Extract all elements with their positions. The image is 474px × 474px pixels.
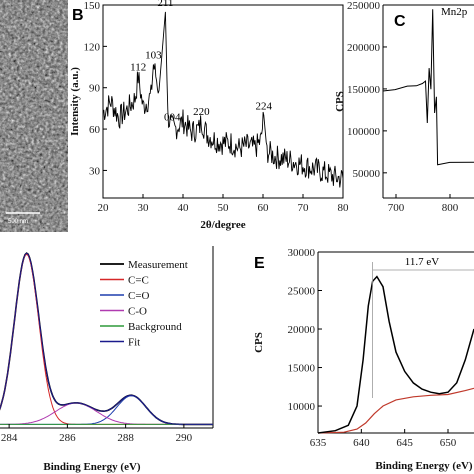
mn2p-x-tick-label: 635 — [310, 437, 327, 449]
xps-x-tick-label: 700 — [388, 202, 405, 214]
xps-mn2p-annotation: Mn2p — [441, 6, 468, 18]
xrd-peak-label: 103 — [145, 49, 162, 61]
xrd-y-tick-label: 30 — [89, 165, 101, 177]
xrd-x-tick-label: 20 — [98, 202, 110, 214]
c1s-x-axis-label: Binding Energy (eV) — [43, 461, 141, 473]
xps-y-tick-label: 150000 — [347, 84, 381, 96]
c1s-legend-label: Fit — [128, 337, 140, 349]
mn2p-plot-area: 11.7 eV 10000 15000 20000 25000 30000 635 640 64… — [253, 247, 474, 472]
xps-y-tick-label: 200000 — [347, 42, 381, 54]
xrd-y-tick-label: 150 — [84, 0, 101, 12]
xrd-y-tick-label: 60 — [89, 124, 101, 136]
c1s-series-fit — [0, 252, 213, 425]
mn2p-y-tick-label: 30000 — [288, 247, 316, 259]
panel-a-sem-image: 500 nm — [0, 0, 68, 232]
mn2p-x-axis-label: Binding Energy (eV) — [375, 460, 473, 472]
panel-b-label: B — [72, 7, 84, 24]
mn2p-x-tick-label: 650 — [440, 437, 457, 449]
c1s-series-c-o — [0, 402, 213, 425]
mn2p-x-tick-label: 640 — [353, 437, 370, 449]
xrd-x-tick-label: 30 — [138, 202, 150, 214]
panel-e-mn2p: E 11.7 eV 10000 15000 20000 25000 30000 635 640… — [253, 247, 474, 472]
xrd-x-tick-label: 80 — [338, 202, 350, 214]
mn2p-measurement-line — [317, 275, 474, 434]
xrd-y-tick-label: 90 — [89, 83, 101, 95]
xrd-y-axis-label: Intensity (a.u.) — [69, 67, 81, 136]
c1s-x-tick-label: 284 — [1, 432, 18, 444]
xrd-peak-label: 004 — [164, 111, 181, 123]
mn2p-background-line — [317, 387, 474, 434]
c1s-x-tick-label: 290 — [176, 432, 193, 444]
xps-y-tick-label: 100000 — [347, 126, 381, 138]
xrd-x-tick-label: 70 — [298, 202, 310, 214]
mn2p-y-axis-label: CPS — [253, 332, 265, 353]
xrd-plot-area: 20 30 40 50 60 70 80 30 60 90 120 150 2θ/degree Inten… — [69, 0, 349, 231]
c1s-legend-label: C=O — [128, 290, 150, 302]
panel-b-xrd: B 20 30 40 50 60 70 80 30 60 90 120 150 2θ/degree Int… — [69, 0, 349, 231]
xrd-y-tick-label: 120 — [84, 41, 101, 53]
mn2p-y-tick-label: 15000 — [288, 363, 316, 375]
xrd-x-axis-label: 2θ/degree — [200, 219, 245, 231]
panel-c-label: C — [394, 13, 406, 30]
xrd-peak-label: 224 — [256, 100, 273, 112]
panel-d-c1s: 284 286 288 290 Binding Energy (eV) Measureme… — [0, 246, 214, 473]
xrd-peak-label: 211 — [157, 0, 173, 9]
xrd-x-tick-label: 50 — [218, 202, 230, 214]
xps-y-tick-label: 250000 — [347, 0, 381, 12]
mn2p-x-tick-label: 645 — [396, 437, 413, 449]
c1s-plot-area: 284 286 288 290 Binding Energy (eV) Measureme… — [0, 246, 214, 473]
xrd-peak-label: 220 — [193, 106, 210, 118]
scale-bar-label: 500 nm — [8, 219, 28, 225]
c1s-x-tick-label: 288 — [117, 432, 134, 444]
c1s-x-tick-label: 286 — [59, 432, 76, 444]
xps-y-tick-label: 50000 — [353, 168, 381, 180]
c1s-legend-label: Measurement — [128, 259, 188, 271]
mn2p-splitting-annotation: 11.7 eV — [405, 256, 439, 268]
mn2p-y-tick-label: 20000 — [288, 324, 316, 336]
xrd-x-tick-label: 40 — [178, 202, 190, 214]
xps-x-tick-label: 800 — [442, 202, 459, 214]
xps-survey-line — [382, 9, 474, 166]
mn2p-y-tick-label: 25000 — [288, 286, 316, 298]
xrd-peak-label: 112 — [130, 62, 146, 74]
xrd-series-line — [102, 11, 344, 188]
c1s-legend-label: C-O — [128, 306, 147, 318]
mn2p-y-tick-label: 10000 — [288, 401, 316, 413]
c1s-legend-label: C=C — [128, 275, 149, 287]
xps-survey-plot-area: 50000 100000 150000 200000 250000 700 800 CPS Mn… — [334, 0, 474, 214]
xps-y-axis-label: CPS — [334, 91, 346, 112]
xrd-x-tick-label: 60 — [258, 202, 270, 214]
panel-e-label: E — [254, 255, 265, 272]
c1s-legend-label: Background — [128, 321, 182, 333]
xrd-axes-frame — [102, 4, 344, 199]
panel-c-xps: C 50000 100000 150000 200000 250000 700 800 CPS… — [334, 0, 474, 214]
